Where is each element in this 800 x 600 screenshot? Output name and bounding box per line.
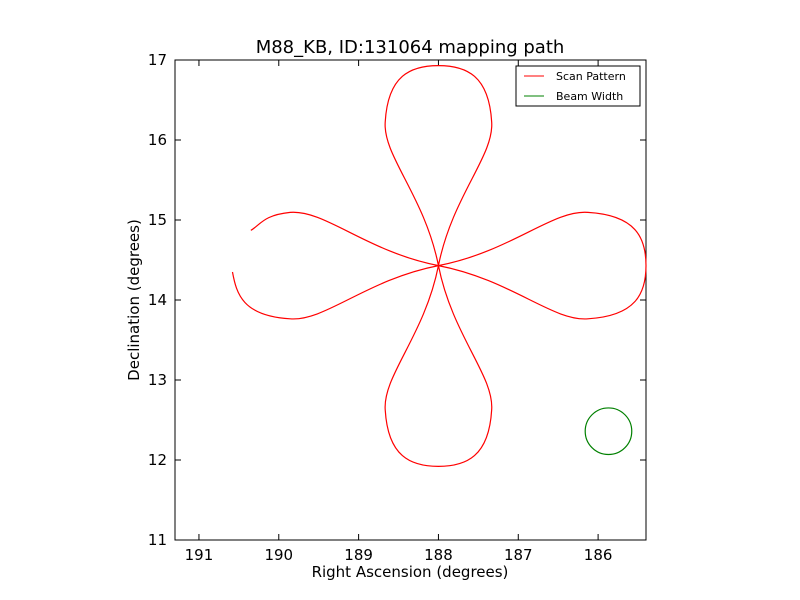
plot-frame	[174, 59, 647, 541]
chart-title: M88_KB, ID:131064 mapping path	[256, 37, 565, 58]
y-tick-label: 15	[148, 211, 167, 229]
y-axis-label: Declination (degrees)	[125, 219, 143, 381]
y-tick-label: 11	[148, 531, 167, 549]
x-tick-label: 186	[584, 546, 613, 564]
scan-lobe-left	[231, 211, 439, 320]
x-axis-label: Right Ascension (degrees)	[312, 563, 509, 581]
legend-label-beam-width: Beam Width	[556, 90, 623, 103]
x-tick-label: 188	[424, 546, 453, 564]
legend: Scan Pattern Beam Width	[515, 65, 641, 107]
beam-width-circle	[584, 407, 633, 456]
series-group	[231, 64, 647, 468]
scan-lobe-down	[384, 265, 493, 468]
y-tick-label: 16	[148, 131, 167, 149]
y-tick-label: 13	[148, 371, 167, 389]
legend-box	[515, 65, 641, 107]
y-tick-label: 17	[148, 51, 167, 69]
x-axis-ticks: 191 190 189 188 187 186	[185, 60, 613, 564]
x-tick-label: 189	[344, 546, 373, 564]
y-tick-label: 14	[148, 291, 167, 309]
y-axis-ticks: 11 12 13 14 15 16 17	[148, 51, 646, 549]
y-tick-label: 12	[148, 451, 167, 469]
scan-lobe-up	[384, 64, 493, 266]
legend-label-scan-pattern: Scan Pattern	[556, 70, 626, 83]
scan-lobe-right	[438, 211, 647, 320]
x-tick-label: 190	[264, 546, 293, 564]
plot-area	[174, 59, 647, 541]
x-tick-label: 187	[504, 546, 533, 564]
x-tick-label: 191	[185, 546, 214, 564]
